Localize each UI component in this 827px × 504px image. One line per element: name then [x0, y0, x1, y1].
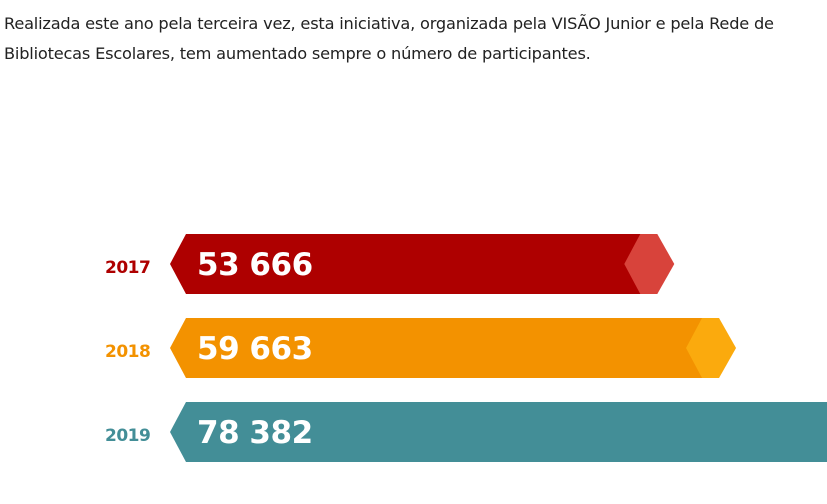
year-label-2017: 2017 [105, 258, 150, 278]
bar-tip-2018 [686, 318, 737, 378]
bar-2018: 59 663 2018 [105, 318, 737, 378]
bar-2017: 53 666 2017 [105, 234, 675, 294]
bar-body-2018 [170, 318, 720, 378]
value-label-2019: 78 382 [197, 415, 313, 451]
value-label-2018: 59 663 [197, 331, 313, 367]
bar-2019: 78 382 2019 [105, 402, 827, 462]
bar-body-2017 [170, 234, 658, 294]
value-label-2017: 53 666 [197, 247, 313, 283]
year-label-2018: 2018 [105, 342, 150, 362]
bar-tip-2017 [624, 234, 675, 294]
bar-body-2019 [170, 402, 827, 462]
intro-paragraph: Realizada este ano pela terceira vez, es… [4, 14, 774, 63]
year-label-2019: 2019 [105, 426, 150, 446]
